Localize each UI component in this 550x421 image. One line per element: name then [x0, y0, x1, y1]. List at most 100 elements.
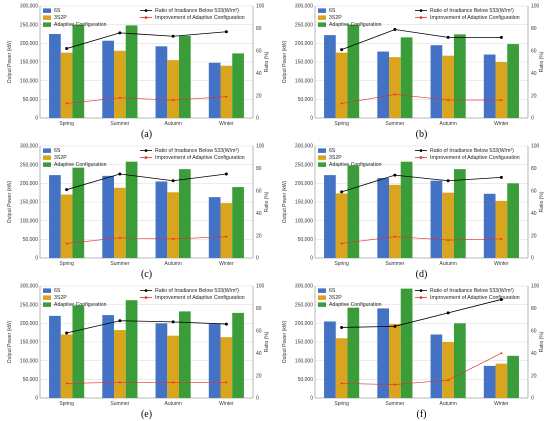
y2-tick-label: 0 [531, 396, 534, 402]
legend-entry: Improvement of Adaptive Configuration [430, 295, 520, 301]
legend-swatch [43, 148, 51, 153]
legend-entry: 6S [54, 8, 61, 14]
y-tick-label: 150,000 [295, 60, 313, 66]
legend-marker [419, 16, 423, 19]
legend-entry: 3S2P [329, 295, 342, 301]
y-tick-label: 0 [310, 116, 313, 122]
bar [389, 184, 401, 258]
legend-entry: Ratio of Irradiance Below 533(W/m²) [155, 148, 239, 154]
line-point [118, 172, 122, 176]
x-tick-label: Summer [110, 401, 129, 407]
line-point [65, 331, 69, 335]
legend-entry: Ratio of Irradiance Below 533(W/m²) [155, 8, 239, 14]
line-point [340, 102, 343, 105]
line-point [171, 34, 175, 38]
line-point [500, 99, 503, 102]
bar [220, 337, 233, 398]
bar [167, 335, 179, 398]
line-point [224, 30, 228, 34]
bar [453, 323, 466, 398]
y-tick-label: 300,000 [20, 284, 38, 290]
panel-label: (e) [141, 409, 152, 420]
bar [430, 180, 443, 258]
legend-entry: Adaptive Configuration [329, 22, 382, 28]
y2-tick-label: 100 [531, 144, 540, 150]
legend-entry: 3S2P [54, 295, 67, 301]
bar [400, 161, 413, 258]
y-tick-label: 300,000 [295, 144, 313, 150]
legend-entry: Improvement of Adaptive Configuration [155, 15, 245, 21]
chart-panel-4: 0 50,000 100,000 150,000 200,000 250,000 300,0… [7, 284, 270, 420]
bar [232, 312, 244, 398]
bar [347, 307, 360, 398]
y2-tick-label: 0 [531, 116, 534, 122]
panel-label: (d) [416, 269, 428, 280]
y2-tick-label: 40 [256, 351, 262, 357]
bar [49, 175, 61, 258]
series-line [66, 382, 227, 384]
y2-tick-label: 20 [531, 373, 537, 379]
y2-axis-title: Ratio (%) [539, 51, 545, 72]
bar [208, 62, 221, 118]
bar [220, 65, 233, 118]
line-point [65, 382, 68, 385]
x-tick-label: Spring [334, 401, 349, 407]
y2-tick-label: 20 [531, 93, 537, 99]
legend-entry: 3S2P [329, 15, 342, 21]
legend-marker [419, 289, 423, 292]
legend-marker [419, 296, 423, 299]
y2-tick-label: 60 [256, 189, 262, 195]
y-tick-label: 150,000 [20, 340, 38, 346]
y2-axis-title: Ratio (%) [264, 331, 270, 352]
line-point [499, 297, 503, 301]
y2-tick-label: 60 [531, 329, 537, 335]
line-point [393, 173, 397, 177]
series-line [341, 236, 502, 244]
y-tick-label: 300,000 [295, 4, 313, 10]
line-point [65, 102, 68, 105]
y2-tick-label: 100 [531, 284, 540, 290]
y2-tick-label: 80 [256, 26, 262, 32]
legend-swatch [43, 155, 51, 160]
y-tick-label: 100,000 [20, 358, 38, 364]
bar [220, 203, 233, 258]
line-point [224, 172, 228, 176]
y2-tick-label: 0 [256, 396, 259, 402]
bar [60, 194, 73, 258]
y2-tick-label: 0 [256, 256, 259, 262]
y-tick-label: 100,000 [20, 78, 38, 84]
bar [324, 321, 336, 398]
line-point [118, 381, 121, 384]
y-tick-label: 150,000 [20, 200, 38, 206]
y-tick-label: 0 [35, 256, 38, 262]
y-tick-label: 300,000 [20, 4, 38, 10]
line-point [446, 35, 450, 39]
line-point [446, 311, 450, 315]
y-axis-title: Output Power (kW) [7, 40, 13, 83]
bar [453, 169, 466, 258]
line-point [171, 179, 175, 183]
y2-tick-label: 80 [531, 26, 537, 32]
legend-marker [144, 9, 148, 12]
series-line [66, 173, 227, 191]
bar [430, 45, 443, 119]
legend-swatch [43, 162, 51, 167]
legend-marker [419, 9, 423, 12]
panel-label: (a) [141, 129, 152, 140]
bar [507, 183, 519, 258]
y2-tick-label: 100 [256, 144, 265, 150]
series-line [66, 236, 227, 244]
legend-marker [419, 149, 423, 152]
series-line [66, 96, 227, 104]
bar [155, 181, 168, 258]
bar [114, 330, 126, 398]
y-tick-label: 0 [35, 396, 38, 402]
line-point [340, 382, 343, 385]
line-point [500, 352, 503, 355]
x-tick-label: Spring [59, 261, 74, 267]
legend-marker [144, 16, 148, 19]
legend-swatch [318, 15, 326, 20]
x-tick-label: Summer [385, 261, 404, 267]
line-point [447, 379, 450, 382]
